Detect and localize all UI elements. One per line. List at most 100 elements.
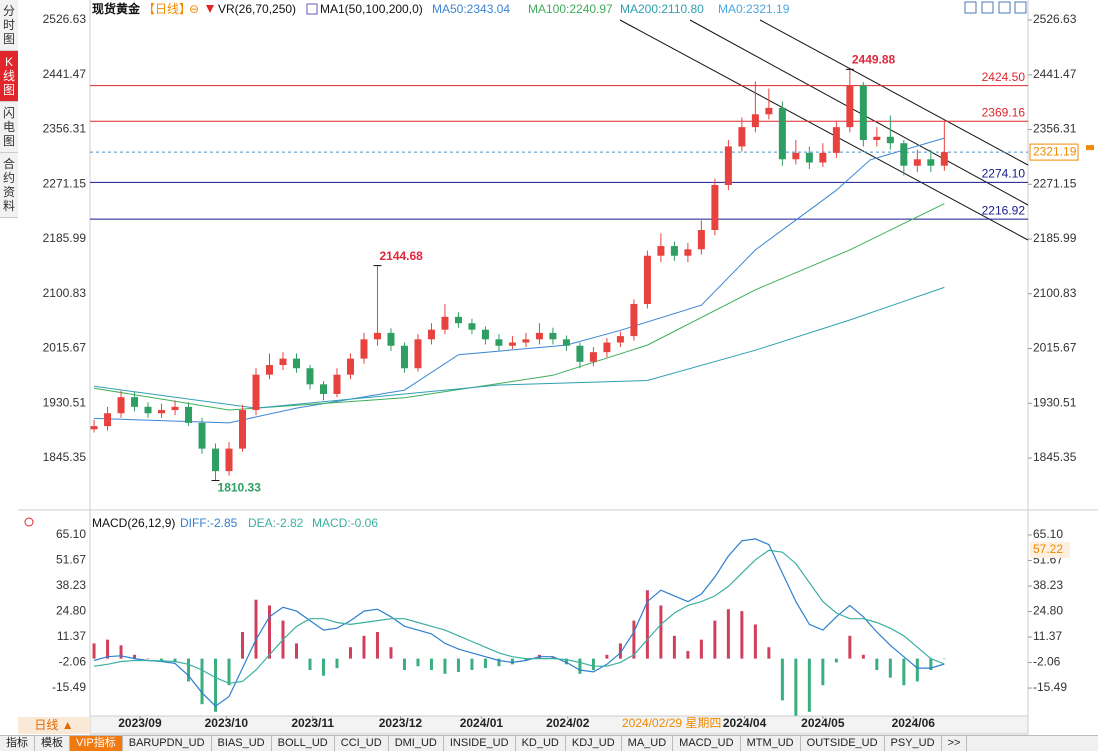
- candle-body: [306, 368, 314, 385]
- indicator-tab[interactable]: PSY_UD: [885, 736, 942, 751]
- y-tick-label: 2185.99: [1033, 231, 1077, 245]
- candle-body: [266, 365, 274, 375]
- y-tick-label: 2271.15: [43, 176, 87, 190]
- y-tick-label: 2441.47: [43, 67, 87, 81]
- window-button[interactable]: [1014, 1, 1027, 14]
- indicator-tab[interactable]: OUTSIDE_UD: [801, 736, 885, 751]
- macd-bar: [362, 635, 366, 659]
- indicator-tab[interactable]: BARUPDN_UD: [123, 736, 212, 751]
- macd-bar: [780, 658, 784, 701]
- level-label: 2274.10: [982, 167, 1026, 181]
- trend-line: [759, 19, 1029, 166]
- symbol: 现货黄金: [92, 1, 141, 16]
- candle-body: [198, 422, 206, 449]
- macd-bar: [618, 643, 622, 659]
- macd-bar: [227, 658, 231, 686]
- y-tick-label: 38.23: [1033, 578, 1063, 592]
- zoom-button[interactable]: [964, 1, 977, 14]
- level-label: 2424.50: [982, 70, 1026, 84]
- candle-body: [751, 114, 759, 128]
- candle-body: [333, 374, 341, 394]
- candle-body: [603, 342, 611, 353]
- y-tick-label: 2526.63: [43, 12, 87, 26]
- candle-body: [292, 358, 300, 369]
- macd-bar: [713, 620, 717, 659]
- high-label: 2449.88: [852, 53, 896, 67]
- dea-legend: DEA:-2.82: [248, 516, 304, 530]
- macd-bar: [214, 658, 218, 712]
- candle-body: [117, 397, 125, 414]
- indicator-tab[interactable]: MA_UD: [622, 736, 674, 751]
- macd-bar: [187, 658, 191, 682]
- indicator-tab[interactable]: BOLL_UD: [272, 736, 335, 751]
- candle-body: [144, 406, 152, 414]
- indicator-tab[interactable]: 模板: [35, 736, 70, 751]
- ma-legend: MA100:2240.97: [528, 2, 613, 16]
- sidebar-tab[interactable]: K线图: [0, 51, 18, 102]
- indicator-tab[interactable]: MACD_UD: [673, 736, 741, 751]
- macd-bar: [106, 639, 110, 659]
- candle-body: [657, 246, 665, 256]
- layout-button[interactable]: [998, 1, 1011, 14]
- time-axis: [89, 715, 1029, 735]
- settings-icon[interactable]: [24, 517, 34, 527]
- candle-body: [616, 336, 624, 343]
- candle-body: [441, 316, 449, 330]
- indicator-icon: [306, 3, 318, 15]
- candle-body: [819, 152, 827, 163]
- y-tick-label: 2185.99: [43, 231, 87, 245]
- candle-body: [414, 339, 422, 369]
- candle-body: [427, 329, 435, 340]
- indicator-tab[interactable]: VIP指标: [70, 736, 123, 751]
- period-tab[interactable]: 日线 ▲: [18, 717, 90, 734]
- zoom-button[interactable]: [981, 1, 994, 14]
- y-tick-label: -15.49: [52, 680, 86, 694]
- macd-bar: [200, 658, 204, 705]
- indicator-tab[interactable]: CCI_UD: [335, 736, 389, 751]
- candle-body: [239, 410, 247, 449]
- macd-bar: [767, 647, 771, 659]
- period: 【日线】: [143, 2, 191, 16]
- y-tick-label: 2100.83: [43, 286, 87, 300]
- sidebar-tab[interactable]: 合约资料: [0, 153, 18, 218]
- collapse-icon[interactable]: ⊖: [189, 2, 199, 16]
- macd-bar: [335, 658, 339, 669]
- indicator-tab[interactable]: >>: [942, 736, 968, 751]
- indicator-tab[interactable]: KD_UD: [516, 736, 566, 751]
- y-tick-label: 24.80: [1033, 604, 1063, 618]
- macd-bar: [902, 658, 906, 686]
- candle-body: [765, 107, 773, 115]
- macd-bar: [807, 658, 811, 712]
- candle-body: [360, 339, 368, 359]
- indicator-tab[interactable]: 指标: [0, 736, 35, 751]
- indicator-icon: [206, 5, 214, 13]
- cursor-value-box: [1030, 541, 1070, 558]
- macd-bar: [753, 624, 757, 659]
- macd-bar: [726, 609, 730, 659]
- sidebar-tab[interactable]: 分时图: [0, 0, 18, 51]
- macd-bar: [888, 658, 892, 678]
- macd-bar: [254, 599, 258, 659]
- macd-bar: [699, 639, 703, 659]
- candle-body: [171, 406, 179, 411]
- y-tick-label: 1845.35: [43, 450, 87, 464]
- macd-bar: [875, 658, 879, 671]
- candle-body: [711, 185, 719, 231]
- ma-legend: MA50:2343.04: [432, 2, 510, 16]
- macd-bar: [456, 658, 460, 672]
- indicator-tab[interactable]: KDJ_UD: [566, 736, 622, 751]
- macd-bar: [578, 658, 582, 674]
- macd-bar: [146, 658, 150, 660]
- last-price-box: [1029, 143, 1079, 161]
- indicator-tab[interactable]: BIAS_UD: [212, 736, 272, 751]
- macd-bar: [942, 658, 946, 660]
- indicator-tab[interactable]: DMI_UD: [389, 736, 444, 751]
- candle-body: [913, 159, 921, 166]
- sidebar-tab[interactable]: 闪电图: [0, 102, 18, 153]
- indicator-tab[interactable]: INSIDE_UD: [444, 736, 516, 751]
- low-label: 1810.33: [218, 481, 262, 495]
- macd-bar: [429, 658, 433, 671]
- indicator-tab[interactable]: MTM_UD: [741, 736, 801, 751]
- candle-body: [104, 413, 112, 427]
